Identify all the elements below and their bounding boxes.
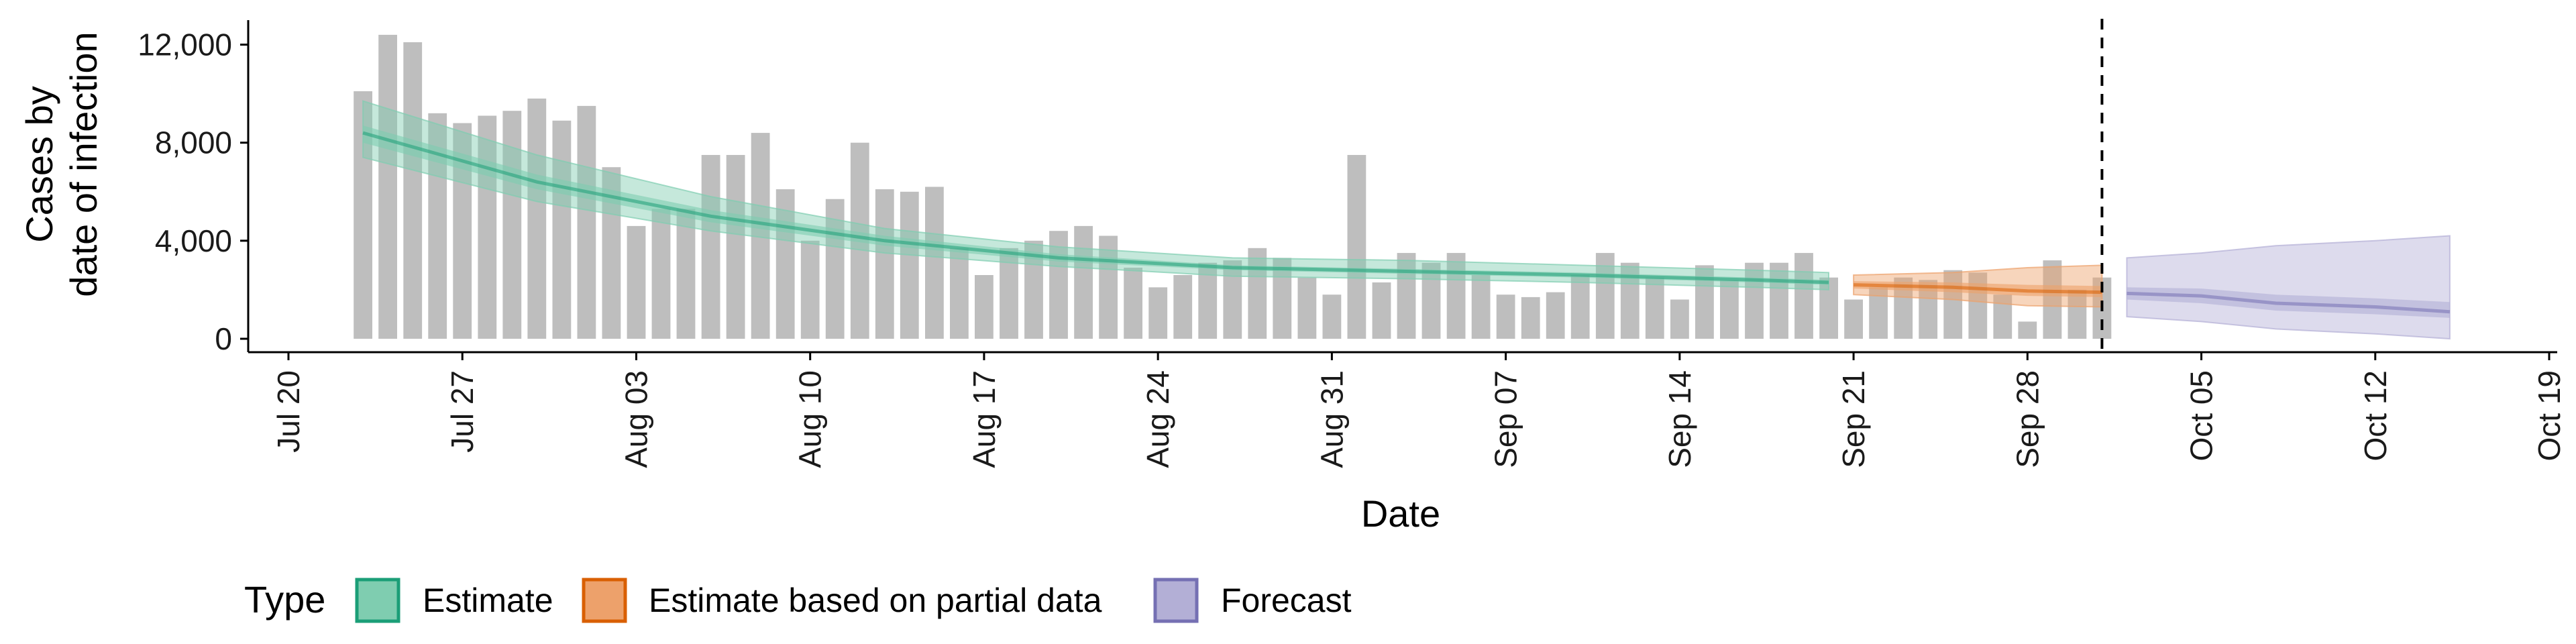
legend-key-estimate [355, 578, 400, 623]
x-tick-label: Jul 27 [445, 370, 480, 453]
legend-label-forecast: Forecast [1221, 582, 1352, 619]
bar [1794, 253, 1813, 339]
y-axis-title-line-1: Cases by [18, 86, 60, 242]
x-tick-label: Aug 17 [967, 370, 1002, 468]
legend-title: Type [244, 578, 325, 621]
bar [1372, 282, 1391, 339]
bar [378, 34, 397, 339]
bar [1099, 235, 1118, 339]
bar [676, 209, 696, 339]
bar [478, 115, 497, 339]
bar [900, 191, 919, 339]
bar [1347, 155, 1366, 339]
y-tick-label: 8,000 [155, 125, 232, 160]
legend-key-forecast [1153, 578, 1199, 623]
y-axis-title-line-2: date of infection [62, 32, 105, 297]
ribbons-layer [362, 100, 2451, 340]
x-tick-label: Oct 05 [2184, 370, 2219, 462]
x-axis-title: Date [1361, 492, 1440, 535]
bar [1993, 294, 2012, 339]
bar [577, 105, 596, 339]
estimate-median-line [362, 131, 1829, 284]
bar [1322, 294, 1342, 339]
x-tick-label: Aug 10 [793, 370, 828, 468]
legend: Type Estimate Estimate based on partial … [244, 578, 1352, 623]
bar [552, 120, 572, 339]
bar [726, 155, 745, 339]
x-tick-label: Oct 19 [2532, 370, 2567, 462]
x-tick-label: Aug 24 [1140, 370, 1175, 468]
bar [1745, 262, 1764, 339]
bar [825, 199, 845, 339]
bar [1074, 225, 1093, 339]
bar [1570, 275, 1590, 339]
x-tick-label: Sep 14 [1662, 370, 1697, 468]
bar [1770, 262, 1788, 339]
x-tick-label: Aug 31 [1314, 370, 1349, 468]
bar [1173, 275, 1193, 339]
bar [775, 189, 795, 339]
y-tick-label: 12,000 [138, 28, 232, 62]
bar [1521, 297, 1540, 339]
bar [1546, 292, 1565, 339]
bar [1943, 270, 1963, 339]
bar [1124, 268, 1142, 339]
bar [950, 248, 969, 339]
bar [627, 225, 646, 339]
x-tick-label: Aug 03 [619, 370, 654, 468]
estimate-based-on-partial-data-median-line [1854, 283, 2102, 294]
bar [1049, 231, 1068, 339]
bar [2018, 321, 2037, 339]
y-axis: 0 4,000 8,000 12,000 [138, 20, 250, 356]
bar [2068, 289, 2087, 339]
forecast-90-band [2126, 235, 2451, 340]
bar [1645, 277, 1664, 339]
bar [701, 155, 720, 339]
x-tick-label: Sep 28 [2010, 370, 2045, 468]
bar [1496, 294, 1515, 339]
y-ticks: 0 4,000 8,000 12,000 [138, 28, 248, 356]
bar [925, 186, 944, 339]
x-axis: Jul 20 Jul 27 Aug 03 Aug 10 Aug 17 Aug 24 Aug … [248, 351, 2567, 468]
bar [1421, 262, 1441, 339]
bar [651, 209, 671, 339]
bar [2043, 260, 2062, 339]
bar [1148, 287, 1168, 339]
forecast-median-line [2127, 291, 2451, 314]
bar [1223, 260, 1242, 339]
bar [1397, 253, 1416, 339]
legend-key-partial [582, 578, 627, 623]
x-ticks: Jul 20 Jul 27 Aug 03 Aug 10 Aug 17 Aug 24 Aug … [271, 352, 2567, 468]
estimate-90-band [362, 100, 1829, 290]
bar [975, 275, 994, 339]
bar [403, 42, 423, 339]
bar [800, 240, 820, 339]
x-tick-label: Oct 12 [2358, 370, 2393, 462]
x-tick-label: Sep 07 [1489, 370, 1523, 468]
bar [1471, 275, 1491, 339]
bar [1670, 299, 1689, 339]
bar [875, 189, 894, 339]
x-tick-label: Sep 21 [1836, 370, 1871, 468]
y-tick-label: 0 [215, 321, 232, 356]
bar [1720, 280, 1739, 339]
legend-label-estimate: Estimate [423, 582, 553, 619]
bar [1446, 253, 1466, 339]
y-tick-label: 4,000 [155, 223, 232, 258]
bar [1248, 248, 1267, 339]
x-tick-label: Jul 20 [271, 370, 306, 453]
legend-label-partial: Estimate based on partial data [649, 582, 1102, 619]
bar [527, 98, 547, 339]
bar [1273, 258, 1292, 339]
bar [1844, 299, 1863, 339]
bar [1297, 277, 1317, 339]
bar [1595, 253, 1615, 339]
